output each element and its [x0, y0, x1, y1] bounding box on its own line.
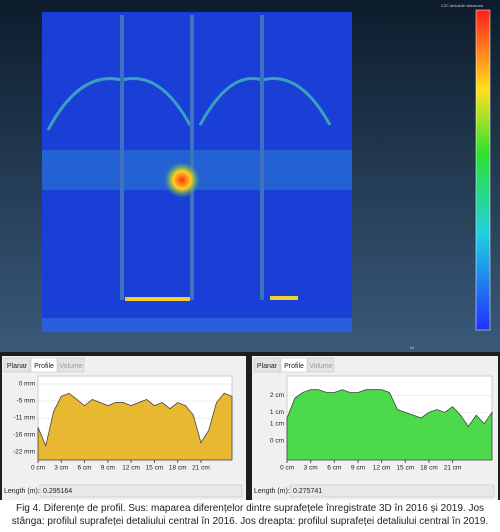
x-tick-label: 18 cm: [420, 465, 438, 472]
x-tick-label: 12 cm: [122, 465, 140, 472]
x-tick-label: 15 cm: [396, 465, 414, 472]
x-tick-label: 15 cm: [146, 465, 164, 472]
length-field: [289, 484, 495, 498]
y-tick-label: -5 mm: [17, 398, 35, 405]
y-tick-label: 1 cm: [270, 409, 284, 416]
tab[interactable]: [253, 357, 281, 373]
x-tick-label: 0 cm: [31, 465, 45, 472]
x-tick-label: 3 cm: [54, 465, 68, 472]
y-tick-label: -11 mm: [13, 415, 35, 422]
figure: C2C absolute distances 64 Planar Profile V…: [0, 0, 500, 500]
tab[interactable]: [57, 357, 85, 373]
x-tick-label: 9 cm: [351, 465, 365, 472]
cloud-base: [42, 318, 352, 332]
tab-label: Planar: [7, 363, 28, 370]
tab-label: Profile: [284, 363, 304, 370]
x-tick-label: 21 cm: [192, 465, 210, 472]
bottom-strip: [125, 297, 190, 301]
length-label: Length (m):: [4, 488, 40, 495]
length-label: Length (m):: [254, 488, 290, 495]
y-tick-label: -16 mm: [13, 432, 35, 439]
profile-area: [37, 392, 233, 461]
y-tick-label: 2 cm: [270, 392, 284, 399]
x-tick-label: 12 cm: [373, 465, 391, 472]
y-tick-label: -22 mm: [13, 449, 35, 456]
tab[interactable]: [307, 357, 335, 373]
x-tick-label: 3 cm: [304, 465, 318, 472]
y-tick-label: 0 mm: [19, 381, 35, 388]
colorbar: [475, 9, 491, 331]
x-tick-label: 21 cm: [444, 465, 462, 472]
cloud-posts: [120, 15, 264, 300]
x-tick-label: 9 cm: [101, 465, 115, 472]
x-tick-label: 18 cm: [169, 465, 187, 472]
tab-label: Volume: [309, 363, 332, 370]
tab-label: Volume: [59, 363, 82, 370]
tab-label: Profile: [34, 363, 54, 370]
caption: Fig 4. Diferențe de profil. Sus: maparea…: [11, 503, 489, 527]
y-tick-label: 0 cm: [270, 437, 284, 444]
profile-area: [286, 389, 493, 461]
x-tick-label: 0 cm: [280, 465, 294, 472]
tab[interactable]: [280, 357, 308, 373]
x-tick-label: 6 cm: [327, 465, 341, 472]
colorbar-title: C2C absolute distances: [441, 3, 483, 8]
length-value: 0.275741: [293, 488, 322, 495]
length-field: [39, 484, 243, 498]
y-tick-label: 1 cm: [270, 420, 284, 427]
tab[interactable]: [30, 357, 58, 373]
x-tick-label: 6 cm: [78, 465, 92, 472]
length-value: 0.295164: [43, 488, 72, 495]
hot-spot: [164, 162, 200, 198]
bottom-strip: [270, 296, 298, 300]
tab[interactable]: [3, 357, 31, 373]
tab-label: Planar: [257, 363, 278, 370]
corner-label: 64: [410, 345, 415, 350]
